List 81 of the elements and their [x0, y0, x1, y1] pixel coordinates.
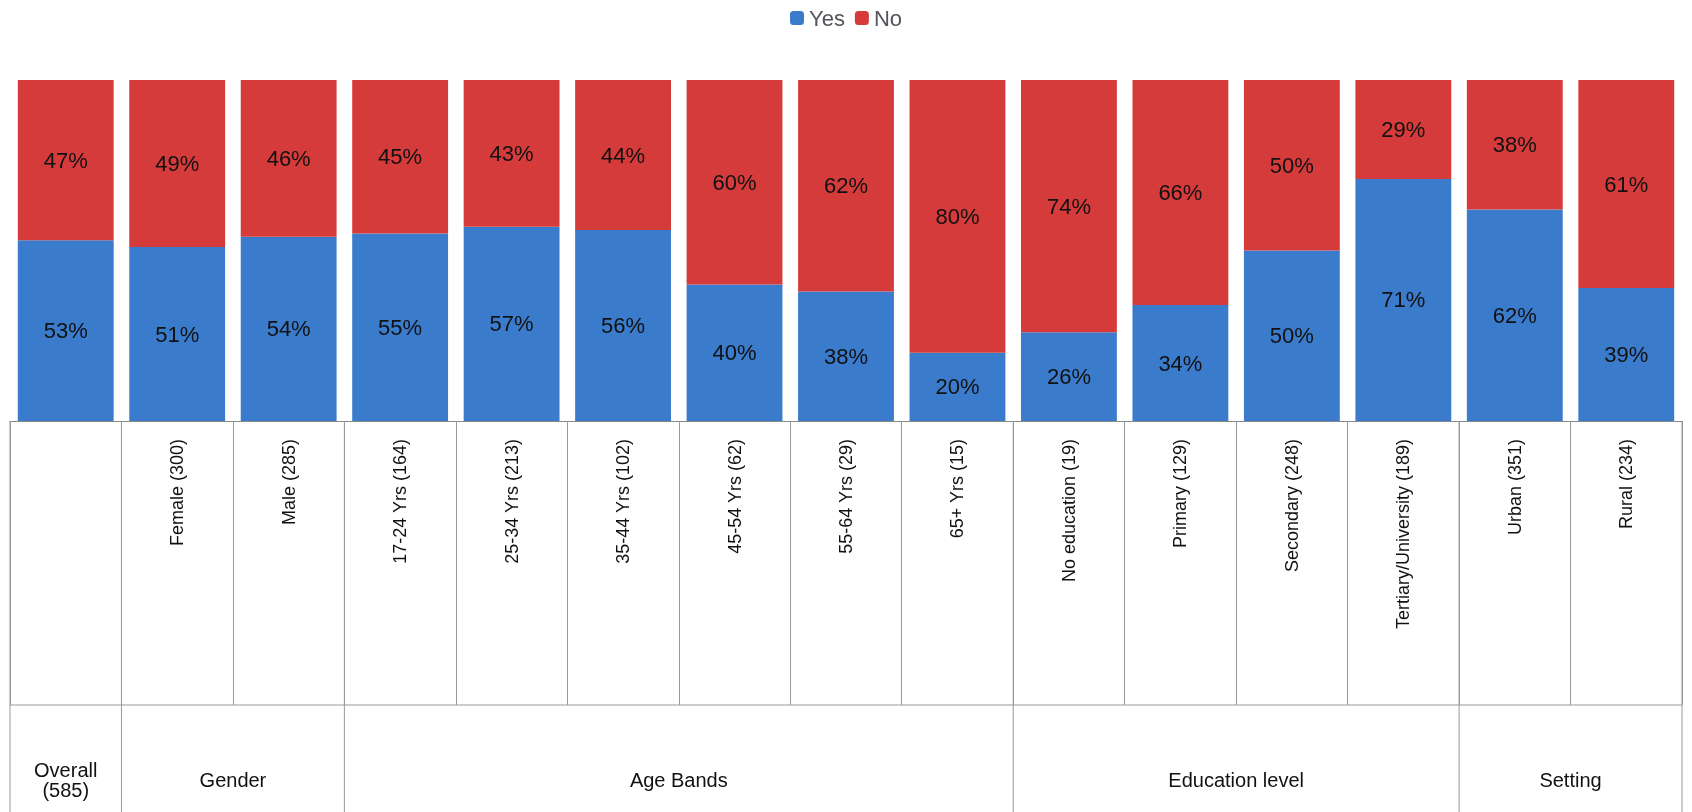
- bar: [1578, 80, 1675, 289]
- data-label: 47%: [43, 147, 88, 173]
- data-label: 20%: [935, 374, 980, 400]
- x-tick-label: 65+ Yrs (15): [947, 439, 968, 539]
- data-label: 53%: [43, 318, 88, 344]
- data-label: 45%: [378, 144, 423, 170]
- data-label: 29%: [1381, 116, 1426, 142]
- legend-label: Yes: [808, 5, 845, 31]
- bar: [1021, 332, 1117, 421]
- bar: [463, 226, 560, 421]
- data-label: 74%: [1046, 193, 1091, 219]
- text: Age Bands: [629, 769, 728, 791]
- bar: [909, 80, 1006, 353]
- legend-label: No: [873, 5, 903, 31]
- x-tick-label: 35-44 Yrs (102): [613, 439, 634, 564]
- bar: [352, 80, 449, 234]
- bar: [463, 80, 560, 227]
- text: Gender: [199, 769, 267, 791]
- bar: [686, 80, 783, 285]
- data-label: 57%: [489, 311, 534, 337]
- bar: [1021, 80, 1117, 333]
- data-label: 62%: [823, 173, 869, 199]
- data-label: 49%: [155, 151, 200, 177]
- x-tick-label: Tertiary/University (189): [1393, 439, 1414, 630]
- data-label: 60%: [712, 169, 757, 195]
- bar: [1578, 288, 1675, 421]
- bar: [1243, 250, 1340, 421]
- bar: [1132, 80, 1229, 306]
- bar: [1466, 209, 1563, 421]
- bar: [575, 80, 671, 231]
- x-tick-label: 45-54 Yrs (62): [724, 439, 745, 554]
- text: Setting: [1539, 769, 1602, 791]
- data-label: 56%: [601, 313, 646, 339]
- data-label: 66%: [1158, 180, 1203, 206]
- bar: [1132, 305, 1229, 421]
- x-tick-label: 17-24 Yrs (164): [390, 439, 411, 564]
- bar: [129, 80, 226, 248]
- bar: [686, 284, 783, 421]
- bar: [240, 236, 337, 421]
- bar: [1466, 80, 1563, 210]
- x-tick-label: Female (300): [167, 439, 188, 547]
- x-tick-label: 25-34 Yrs (213): [501, 439, 522, 564]
- bar: [240, 80, 337, 237]
- data-label: 55%: [378, 314, 423, 340]
- data-label: 50%: [1269, 323, 1314, 349]
- bar: [909, 352, 1006, 421]
- x-tick-label: Rural (234): [1616, 439, 1637, 530]
- data-label: 38%: [1492, 132, 1537, 158]
- data-label: 38%: [823, 343, 869, 369]
- bar: [1355, 178, 1452, 421]
- data-label: 54%: [266, 316, 311, 342]
- bar: [1355, 80, 1452, 179]
- bar: [352, 233, 449, 421]
- bar: [575, 230, 671, 421]
- x-tick-label: 55-64 Yrs (29): [836, 439, 856, 554]
- text: Education level: [1168, 769, 1304, 791]
- x-tick-label: Urban (351): [1504, 439, 1525, 536]
- data-label: 80%: [935, 203, 980, 229]
- x-tick-label: Male (285): [278, 439, 299, 526]
- data-label: 62%: [1492, 302, 1537, 328]
- bar: [129, 247, 226, 421]
- data-label: 46%: [266, 145, 311, 171]
- data-label: 50%: [1269, 152, 1314, 178]
- data-label: 61%: [1604, 171, 1649, 197]
- x-tick-label: Secondary (248): [1281, 439, 1302, 573]
- x-tick-label: Primary (129): [1170, 439, 1191, 549]
- data-label: 34%: [1158, 350, 1203, 376]
- bar: [798, 80, 894, 292]
- data-label: 43%: [489, 140, 534, 166]
- data-label: 71%: [1381, 287, 1426, 313]
- text: Overall (585): [34, 759, 98, 801]
- bar: [17, 80, 114, 241]
- bar: [798, 291, 894, 421]
- bar: [17, 240, 114, 421]
- data-label: 51%: [155, 321, 200, 347]
- x-tick-label: No education (19): [1058, 439, 1079, 583]
- bar: [1243, 80, 1340, 251]
- data-label: 40%: [712, 340, 757, 366]
- data-label: 44%: [601, 142, 646, 168]
- data-label: 26%: [1046, 364, 1091, 390]
- data-label: 39%: [1604, 342, 1649, 368]
